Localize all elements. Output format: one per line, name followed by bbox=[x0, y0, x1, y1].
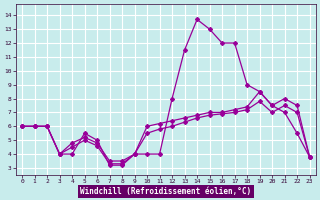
X-axis label: Windchill (Refroidissement éolien,°C): Windchill (Refroidissement éolien,°C) bbox=[80, 187, 252, 196]
